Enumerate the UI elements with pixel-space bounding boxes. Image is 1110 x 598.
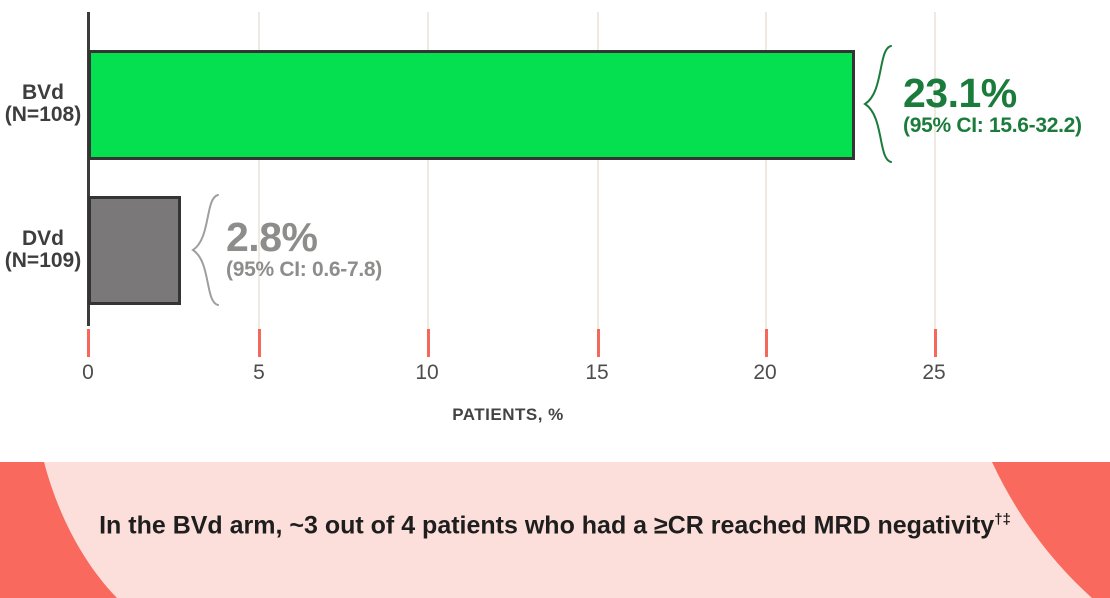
banner-footnote-marks: †‡: [994, 511, 1011, 528]
tick-label-25: 25: [922, 361, 946, 384]
tick-5: [258, 329, 261, 357]
dvd-ci: (95% CI: 0.6-7.8): [226, 258, 382, 281]
tick-label-10: 10: [415, 361, 439, 384]
annotation-dvd: 2.8% (95% CI: 0.6-7.8): [226, 216, 382, 282]
tick-label-20: 20: [753, 361, 777, 384]
gridline-15: [597, 12, 599, 330]
tick-10: [427, 329, 430, 357]
dvd-name: DVd: [22, 227, 64, 250]
tick-15: [597, 329, 600, 357]
gridline-5: [258, 12, 260, 330]
corner-accent-right: [992, 462, 1110, 598]
annotation-bvd: 23.1% (95% CI: 15.6-32.2): [903, 72, 1082, 138]
tick-label-15: 15: [585, 361, 609, 384]
gridline-25: [934, 12, 936, 330]
dvd-value: 2.8%: [226, 214, 318, 260]
bar-dvd: [88, 196, 181, 305]
banner-text: In the BVd arm, ~3 out of 4 patients who…: [0, 511, 1110, 540]
banner-statement: In the BVd arm, ~3 out of 4 patients who…: [99, 511, 995, 540]
bvd-ci: (95% CI: 15.6-32.2): [903, 114, 1082, 137]
category-label-dvd: DVd (N=109): [0, 228, 86, 272]
tick-label-0: 0: [82, 361, 94, 384]
x-axis-title: PATIENTS, %: [452, 405, 564, 424]
callout-banner: In the BVd arm, ~3 out of 4 patients who…: [0, 462, 1110, 598]
gridline-10: [427, 12, 429, 330]
brace-icon-bvd: [863, 45, 892, 163]
tick-label-5: 5: [253, 361, 265, 384]
gridline-20: [765, 12, 767, 330]
tick-25: [934, 329, 937, 357]
bvd-name: BVd: [22, 81, 64, 104]
bar-chart: BVd (N=108) DVd (N=109) 23.1% (95% CI: 1…: [0, 12, 1083, 424]
corner-accent-left: [0, 462, 117, 598]
bar-bvd: [88, 50, 855, 160]
tick-0: [87, 329, 90, 357]
dvd-n: (N=109): [4, 249, 82, 272]
category-label-bvd: BVd (N=108): [0, 82, 86, 126]
bvd-n: (N=108): [4, 103, 82, 126]
tick-20: [765, 329, 768, 357]
brace-icon-dvd: [191, 194, 219, 306]
y-axis-line: [87, 12, 90, 326]
banner-corner-shapes: [0, 462, 1110, 598]
bvd-value: 23.1%: [903, 70, 1017, 116]
